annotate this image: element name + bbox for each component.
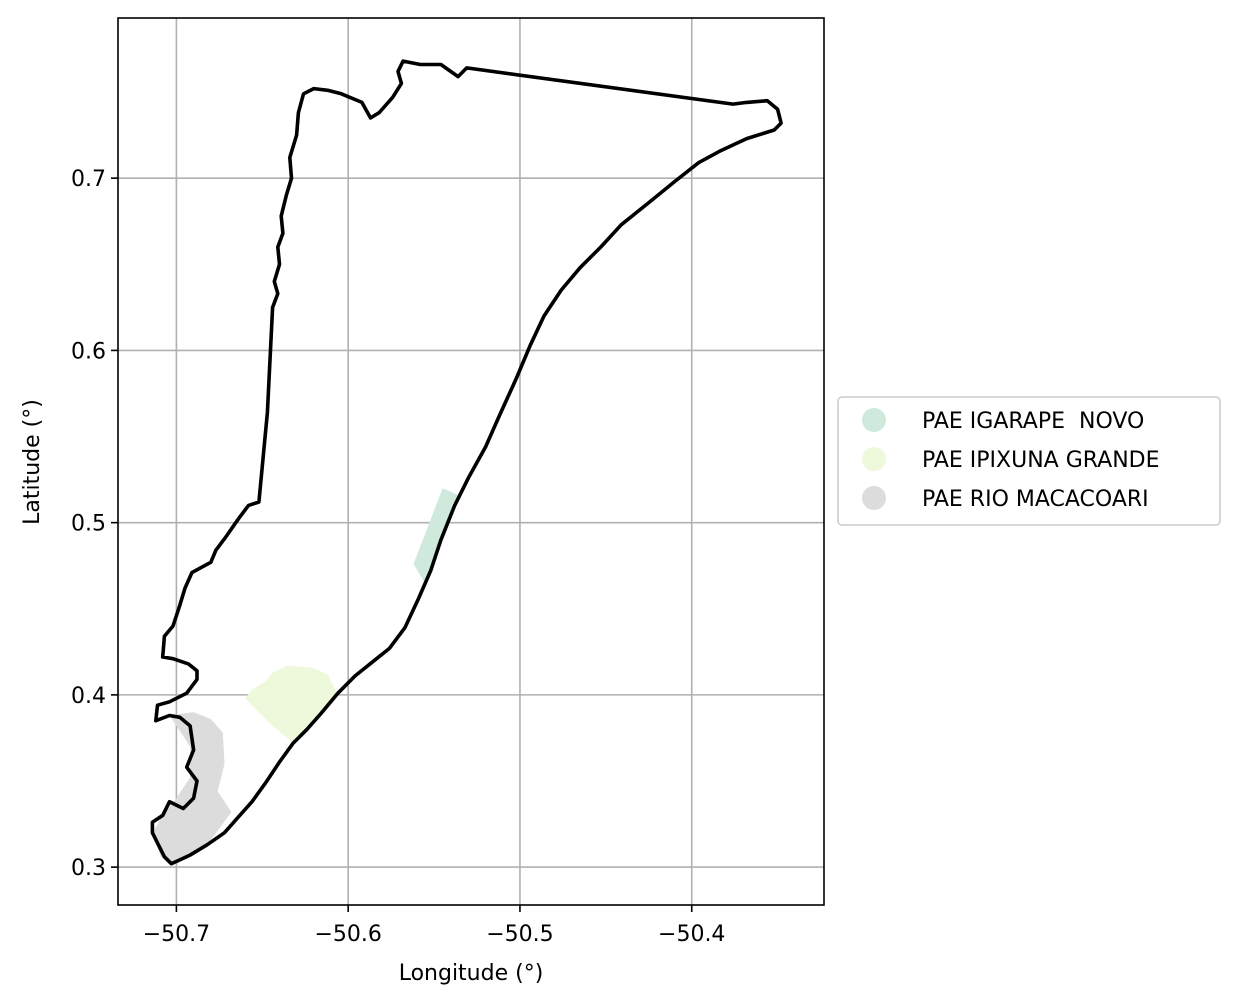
municipality-boundary	[150, 59, 783, 866]
legend-label-2: PAE RIO MACACOARI	[922, 487, 1149, 512]
plot-frame	[117, 17, 825, 906]
y-axis-label: Latitude (°)	[20, 399, 45, 525]
polygon-pae-rio-macacoari[interactable]	[152, 712, 232, 864]
legend-label-0: PAE IGARAPE NOVO	[922, 409, 1144, 434]
axis-ticks: −50.7 −50.6 −50.5 −50.4 0.3 0.4 0.5 0.6 0.7	[71, 167, 725, 947]
y-tick-label-1: 0.4	[71, 684, 106, 709]
x-tick-label-0: −50.7	[143, 922, 210, 947]
x-tick-label-2: −50.5	[486, 922, 553, 947]
x-tick-label-1: −50.6	[314, 922, 381, 947]
settlement-polygons	[152, 488, 459, 864]
polygon-pae-igarape-novo[interactable]	[413, 488, 459, 582]
polygon-pae-ipixuna-grande[interactable]	[245, 665, 338, 744]
legend-frame	[837, 396, 1221, 526]
legend-marker-2	[862, 486, 886, 510]
y-tick-label-2: 0.5	[71, 512, 106, 537]
x-axis-label: Longitude (°)	[399, 961, 544, 986]
legend-label-1: PAE IPIXUNA GRANDE	[922, 448, 1160, 473]
x-tick-label-3: −50.4	[658, 922, 725, 947]
boundary-outline	[150, 59, 783, 866]
legend-marker-1	[862, 447, 886, 471]
y-tick-label-0: 0.3	[71, 856, 106, 881]
legend: PAE IGARAPE NOVO PAE IPIXUNA GRANDE PAE RI…	[837, 396, 1221, 526]
y-tick-label-3: 0.6	[71, 339, 106, 364]
legend-items: PAE IGARAPE NOVO PAE IPIXUNA GRANDE PAE RI…	[862, 408, 1160, 512]
y-tick-label-4: 0.7	[71, 167, 106, 192]
legend-marker-0	[862, 408, 886, 432]
